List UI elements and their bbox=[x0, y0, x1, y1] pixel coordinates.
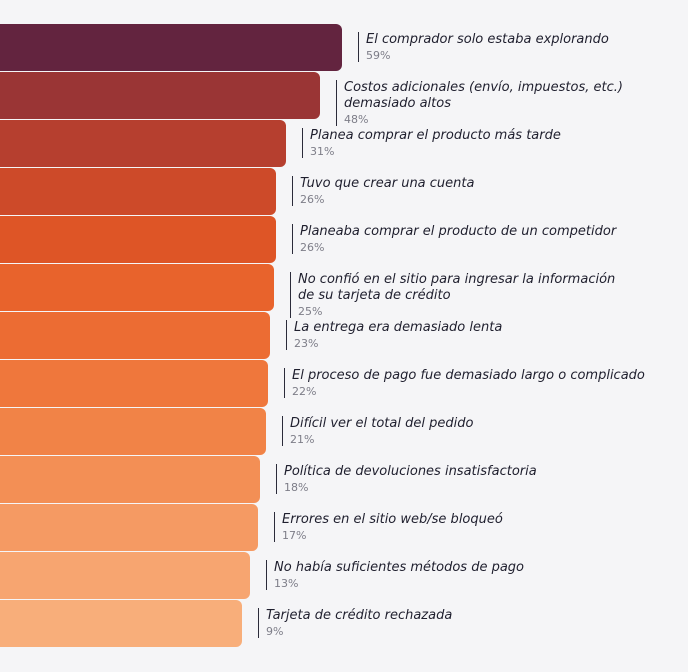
value-label: 9% bbox=[266, 625, 284, 638]
value-label: 25% bbox=[298, 305, 323, 318]
bar bbox=[0, 456, 260, 503]
label-divider bbox=[258, 608, 259, 638]
bar bbox=[0, 168, 276, 215]
value-label: 18% bbox=[284, 481, 309, 494]
label-divider bbox=[266, 560, 267, 590]
bar bbox=[0, 408, 266, 455]
value-label: 23% bbox=[294, 337, 319, 350]
category-label: Política de devoluciones insatisfactoria bbox=[284, 464, 537, 479]
label-divider bbox=[292, 224, 293, 254]
bar bbox=[0, 504, 258, 551]
value-label: 26% bbox=[300, 193, 325, 206]
category-label: Difícil ver el total del pedido bbox=[290, 416, 474, 431]
bar bbox=[0, 120, 286, 167]
category-label: Errores en el sitio web/se bloqueó bbox=[282, 512, 503, 527]
label-divider bbox=[302, 128, 303, 158]
bar bbox=[0, 600, 242, 647]
label-divider bbox=[358, 32, 359, 62]
category-label: demasiado altos bbox=[344, 96, 451, 111]
category-label: Planeaba comprar el producto de un compe… bbox=[300, 224, 617, 239]
bar bbox=[0, 312, 270, 359]
category-label: El comprador solo estaba explorando bbox=[366, 32, 609, 47]
category-label: El proceso de pago fue demasiado largo o… bbox=[292, 368, 645, 383]
label-divider bbox=[290, 272, 291, 318]
bar bbox=[0, 72, 320, 119]
bar bbox=[0, 552, 250, 599]
label-divider bbox=[284, 368, 285, 398]
bar bbox=[0, 216, 276, 263]
label-divider bbox=[336, 80, 337, 126]
category-label: Tarjeta de crédito rechazada bbox=[266, 608, 453, 623]
value-label: 17% bbox=[282, 529, 307, 542]
label-divider bbox=[274, 512, 275, 542]
category-label: de su tarjeta de crédito bbox=[298, 288, 451, 303]
label-divider bbox=[282, 416, 283, 446]
category-label: Planea comprar el producto más tarde bbox=[310, 128, 561, 143]
category-label: No había suficientes métodos de pago bbox=[274, 560, 525, 575]
label-divider bbox=[276, 464, 277, 494]
label-divider bbox=[286, 320, 287, 350]
label-divider bbox=[292, 176, 293, 206]
bar bbox=[0, 24, 342, 71]
bar bbox=[0, 360, 268, 407]
category-label: Tuvo que crear una cuenta bbox=[300, 176, 475, 191]
value-label: 21% bbox=[290, 433, 315, 446]
value-label: 22% bbox=[292, 385, 317, 398]
bar bbox=[0, 264, 274, 311]
value-label: 48% bbox=[344, 113, 369, 126]
value-label: 13% bbox=[274, 577, 299, 590]
value-label: 26% bbox=[300, 241, 325, 254]
category-label: La entrega era demasiado lenta bbox=[294, 320, 503, 335]
value-label: 59% bbox=[366, 49, 391, 62]
category-label: No confió en el sitio para ingresar la i… bbox=[298, 272, 616, 287]
value-label: 31% bbox=[310, 145, 335, 158]
category-label: Costos adicionales (envío, impuestos, et… bbox=[344, 80, 623, 95]
